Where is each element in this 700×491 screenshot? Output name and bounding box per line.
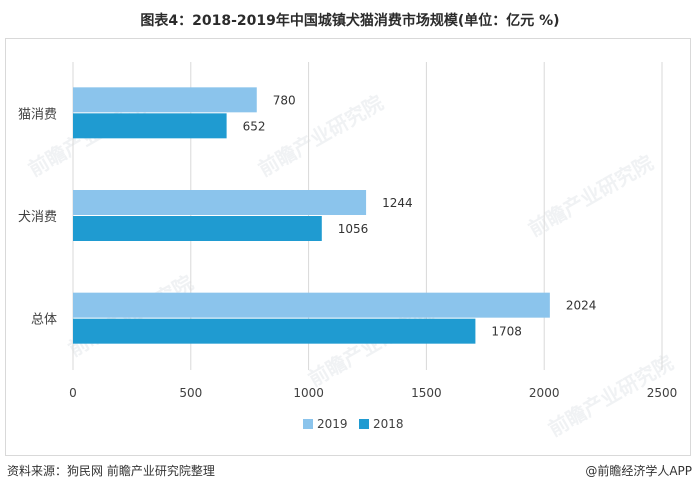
legend-label: 2019 bbox=[317, 417, 348, 431]
y-category-label: 猫消费 bbox=[18, 107, 57, 122]
y-category-label: 犬消费 bbox=[18, 210, 57, 225]
data-label: 1056 bbox=[338, 222, 369, 236]
data-label: 1244 bbox=[382, 196, 413, 210]
data-label: 780 bbox=[273, 93, 296, 107]
bar bbox=[73, 216, 322, 241]
source-note: 资料来源：狗民网 前瞻产业研究院整理 bbox=[7, 464, 215, 478]
x-tick-label: 500 bbox=[179, 386, 202, 400]
bar-chart: 0 500 1000 1500 2000 2500 猫消费 780 652 犬消费 1244 1056… bbox=[18, 62, 678, 431]
chart-frame bbox=[5, 38, 691, 456]
x-tick-label: 2500 bbox=[647, 386, 678, 400]
x-tick-label: 1000 bbox=[293, 386, 324, 400]
brand-label: @前瞻经济学人APP bbox=[585, 464, 692, 478]
bar bbox=[73, 318, 476, 344]
bar bbox=[73, 113, 227, 139]
y-category-label: 总体 bbox=[31, 313, 57, 328]
bar bbox=[73, 292, 550, 318]
x-tick-label: 2000 bbox=[529, 386, 560, 400]
legend-swatch bbox=[303, 419, 313, 429]
legend-label: 2018 bbox=[373, 417, 404, 431]
legend-swatch bbox=[359, 419, 369, 429]
bar bbox=[73, 190, 367, 215]
x-tick-label: 0 bbox=[69, 386, 77, 400]
x-tick-label: 1500 bbox=[411, 386, 442, 400]
data-label: 2024 bbox=[566, 299, 597, 313]
data-label: 652 bbox=[243, 119, 266, 133]
chart-title: 图表4：2018-2019年中国城镇犬猫消费市场规模(单位：亿元 %) bbox=[140, 13, 560, 29]
bar bbox=[73, 87, 257, 113]
footer: 资料来源：狗民网 前瞻产业研究院整理 @前瞻经济学人APP bbox=[0, 462, 700, 484]
data-label: 1708 bbox=[491, 325, 522, 339]
